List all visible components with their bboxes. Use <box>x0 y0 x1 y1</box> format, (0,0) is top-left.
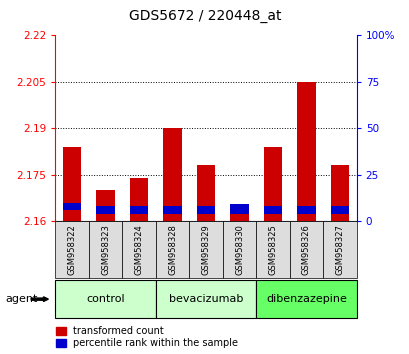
Bar <box>155 221 189 278</box>
Text: GDS5672 / 220448_at: GDS5672 / 220448_at <box>128 9 281 23</box>
Bar <box>297 82 315 221</box>
Bar <box>230 204 248 213</box>
Text: GSM958328: GSM958328 <box>168 224 177 275</box>
Legend: transformed count, percentile rank within the sample: transformed count, percentile rank withi… <box>56 326 238 348</box>
Text: GSM958327: GSM958327 <box>335 224 344 275</box>
Bar <box>256 280 356 318</box>
Bar <box>263 147 281 221</box>
Bar <box>330 165 348 221</box>
Text: agent: agent <box>5 294 38 304</box>
Bar <box>189 221 222 278</box>
Bar <box>96 190 115 221</box>
Text: dibenzazepine: dibenzazepine <box>265 294 346 304</box>
Bar <box>130 206 148 213</box>
Bar <box>63 202 81 210</box>
Bar <box>222 221 256 278</box>
Text: bevacizumab: bevacizumab <box>169 294 243 304</box>
Bar <box>256 221 289 278</box>
Bar <box>230 206 248 221</box>
Bar <box>89 221 122 278</box>
Text: GSM958325: GSM958325 <box>268 224 277 275</box>
Bar <box>122 221 155 278</box>
Text: control: control <box>86 294 125 304</box>
Bar <box>263 206 281 213</box>
Bar <box>196 165 215 221</box>
Bar <box>63 147 81 221</box>
Text: GSM958323: GSM958323 <box>101 224 110 275</box>
Bar <box>163 128 181 221</box>
Bar <box>155 280 256 318</box>
Bar <box>55 280 155 318</box>
Bar <box>55 221 89 278</box>
Bar <box>130 178 148 221</box>
Bar <box>96 206 115 213</box>
Text: GSM958326: GSM958326 <box>301 224 310 275</box>
Text: GSM958330: GSM958330 <box>234 224 243 275</box>
Text: GSM958322: GSM958322 <box>67 224 76 275</box>
Bar <box>289 221 322 278</box>
Bar <box>163 206 181 213</box>
Bar <box>330 206 348 213</box>
Text: GSM958324: GSM958324 <box>134 224 143 275</box>
Bar <box>322 221 356 278</box>
Bar <box>297 206 315 213</box>
Text: GSM958329: GSM958329 <box>201 224 210 275</box>
Bar <box>196 206 215 213</box>
